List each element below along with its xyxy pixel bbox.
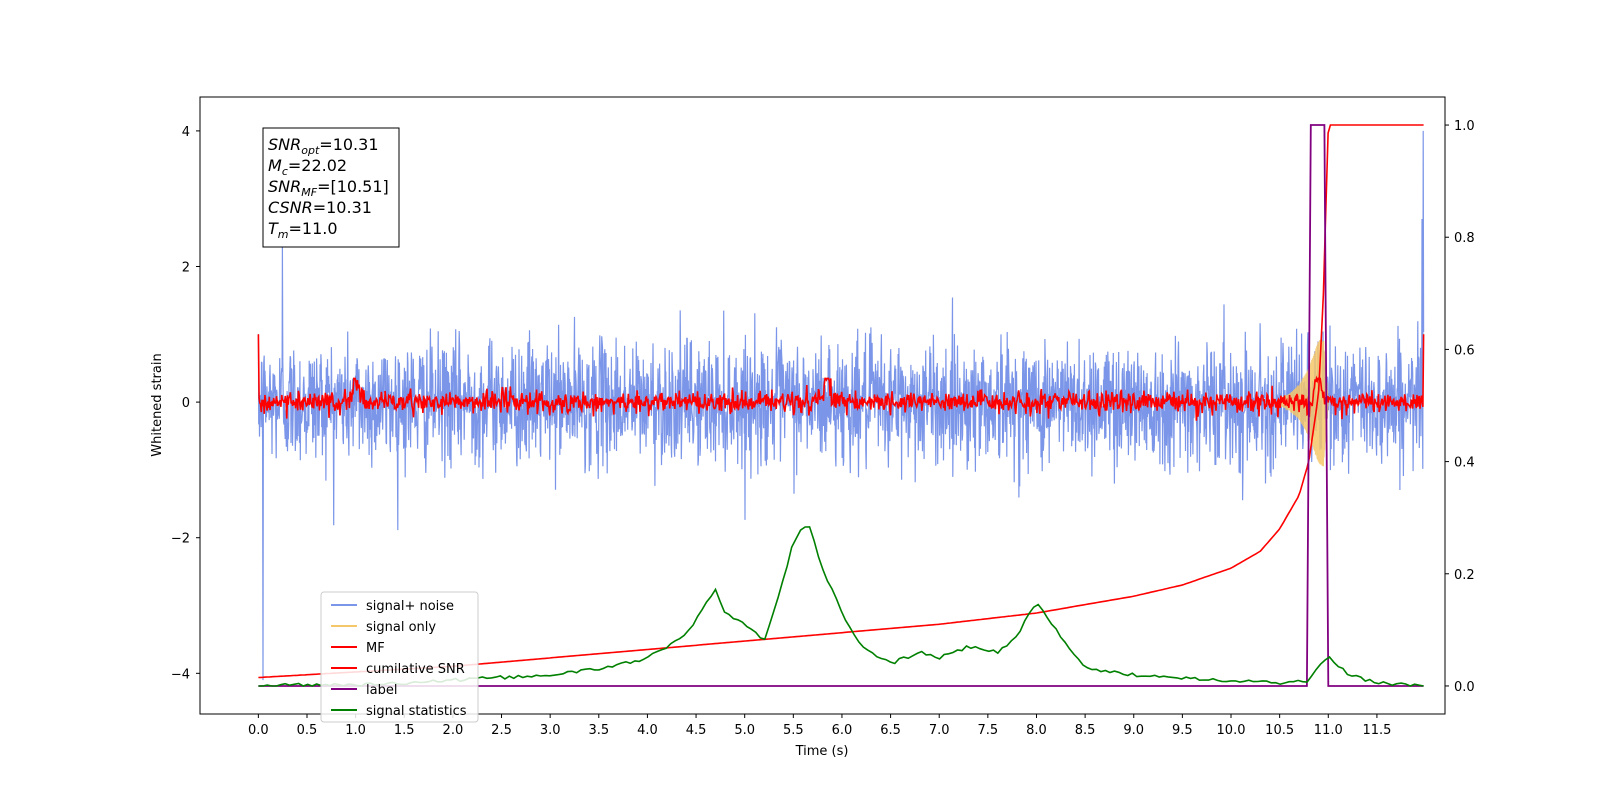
y-axis-left: −4 −2 0 2 4 (171, 125, 200, 682)
x-tick-label: 4.5 (686, 723, 707, 738)
y-right-tick-label: 0.8 (1454, 231, 1475, 246)
x-axis: 0.0 0.5 1.0 1.5 2.0 2.5 3.0 3.5 4.0 4.5 5.0 5.5 6.0 6… (248, 714, 1391, 738)
x-tick-label: 6.0 (832, 723, 853, 738)
x-tick-label: 3.0 (540, 723, 561, 738)
y-axis-left-label: Whitened strain (150, 353, 165, 456)
y-right-tick-label: 0.2 (1454, 568, 1475, 583)
series-signal-only-line (1278, 339, 1329, 467)
x-tick-label: 10.0 (1217, 723, 1246, 738)
legend-entry-label: signal statistics (366, 704, 467, 719)
x-tick-label: 9.5 (1172, 723, 1193, 738)
annotation-box: SNRopt=10.31Mc=22.02SNRMF=[10.51]CSNR=10… (262, 127, 400, 248)
y-left-tick-label: 0 (182, 396, 190, 411)
x-tick-label: 2.0 (443, 723, 464, 738)
x-tick-label: 8.0 (1026, 723, 1047, 738)
y-right-tick-label: 0.0 (1454, 680, 1475, 695)
x-tick-label: 1.5 (394, 723, 415, 738)
x-tick-label: 11.5 (1362, 723, 1391, 738)
legend-entry-label: cumilative SNR (366, 662, 465, 677)
x-tick-label: 5.0 (734, 723, 755, 738)
x-tick-label: 0.5 (297, 723, 318, 738)
x-tick-label: 0.0 (248, 723, 269, 738)
legend-entry-label: MF (366, 641, 385, 656)
annotation-line: CSNR=10.31 (268, 198, 372, 217)
y-axis-right: 0.0 0.2 0.4 0.6 0.8 1.0 (1445, 119, 1475, 695)
x-tick-label: 6.5 (880, 723, 901, 738)
x-tick-label: 3.5 (588, 723, 609, 738)
annotation-line: Tm=11.0 (268, 219, 338, 241)
y-left-tick-label: 4 (182, 125, 190, 140)
x-tick-label: 4.0 (637, 723, 658, 738)
y-left-tick-label: −4 (171, 667, 190, 682)
x-tick-label: 7.5 (978, 723, 999, 738)
x-tick-label: 10.5 (1265, 723, 1294, 738)
annotation-line: Mc=22.02 (268, 156, 347, 178)
series-label-line (258, 124, 1424, 687)
legend-entry-label: label (366, 683, 397, 698)
x-tick-label: 2.5 (491, 723, 512, 738)
y-left-tick-label: −2 (171, 532, 190, 547)
axes-frame (199, 96, 1446, 715)
legend-entry-label: signal only (366, 620, 436, 635)
annotation-line: SNRMF=[10.51] (268, 177, 389, 199)
y-right-tick-label: 0.4 (1454, 456, 1475, 471)
x-tick-label: 8.5 (1075, 723, 1096, 738)
x-axis-label: Time (s) (795, 744, 849, 759)
x-tick-label: 9.0 (1123, 723, 1144, 738)
annotation-line: SNRopt=10.31 (268, 135, 379, 157)
x-tick-label: 5.5 (783, 723, 804, 738)
series-signal-noise-line (257, 130, 1425, 681)
legend: signal+ noise signal only MF cumilative SNR… (320, 591, 479, 723)
y-right-tick-label: 0.6 (1454, 343, 1475, 358)
y-left-tick-label: 2 (182, 261, 190, 276)
x-tick-label: 7.0 (929, 723, 950, 738)
y-right-tick-label: 1.0 (1454, 119, 1475, 134)
x-tick-label: 11.0 (1314, 723, 1343, 738)
series-mf-line (257, 334, 1425, 421)
x-tick-label: 1.0 (345, 723, 366, 738)
legend-entry-label: signal+ noise (366, 599, 454, 614)
